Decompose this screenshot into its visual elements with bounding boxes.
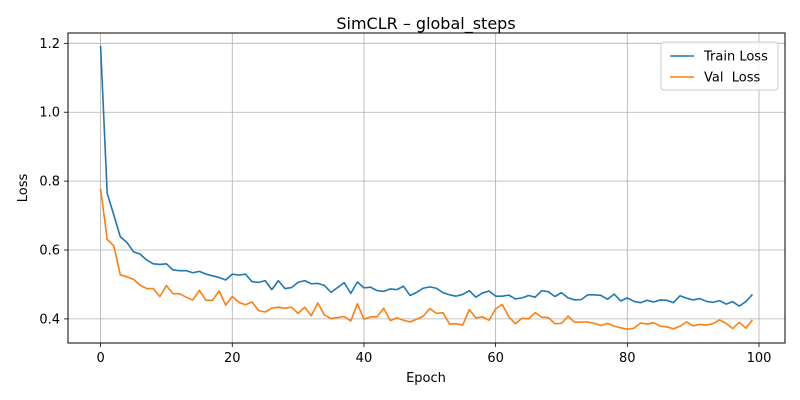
y-tick-label: 0.8: [39, 175, 60, 190]
y-tick-label: 0.6: [39, 244, 60, 259]
y-axis-label: Loss: [16, 174, 31, 203]
chart-title: SimCLR – global_steps: [336, 14, 515, 34]
legend-label: Val Loss: [704, 71, 760, 86]
x-axis-label: Epoch: [406, 371, 446, 386]
x-tick-label: 20: [224, 351, 241, 366]
x-tick-label: 40: [356, 351, 373, 366]
y-axis-ticks: 0.4 0.6 0.8 1.0 1.2: [39, 37, 68, 327]
x-axis-ticks: 0 20 40 60 80 100: [96, 343, 771, 366]
series-line-train-loss: [99, 45, 754, 307]
x-tick-label: 80: [619, 351, 636, 366]
legend-box: [660, 41, 779, 91]
x-tick-label: 60: [487, 351, 504, 366]
series-lines: [99, 45, 754, 331]
plot-frame: [67, 32, 786, 344]
legend-label: Train Loss: [703, 50, 768, 65]
y-tick-label: 1.2: [39, 37, 60, 52]
x-tick-label: 0: [96, 351, 104, 366]
legend: Train Loss Val Loss: [660, 41, 779, 91]
y-tick-label: 1.0: [39, 106, 60, 121]
series-line-val-loss: [99, 188, 754, 331]
y-tick-label: 0.4: [39, 312, 60, 327]
x-tick-label: 100: [747, 351, 772, 366]
